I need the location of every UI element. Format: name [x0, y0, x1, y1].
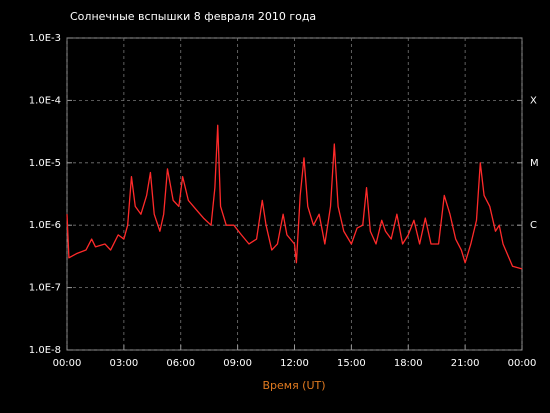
y2-tick-label: X — [530, 95, 537, 106]
x-tick-label: 09:00 — [223, 358, 252, 369]
x-tick-label: 21:00 — [451, 358, 480, 369]
flux-line — [66, 124, 523, 270]
x-tick-label: 18:00 — [394, 358, 423, 369]
x-axis-label: Время (UT) — [262, 379, 325, 392]
x-tick-label: 00:00 — [508, 358, 537, 369]
chart-title: Солнечные вспышки 8 февраля 2010 года — [70, 10, 316, 23]
y-tick-label: 1.0E-8 — [29, 345, 61, 356]
y2-tick-label: C — [530, 220, 537, 231]
x-tick-label: 15:00 — [337, 358, 366, 369]
y-tick-label: 1.0E-4 — [29, 95, 61, 106]
y-tick-label: 1.0E-6 — [29, 220, 61, 231]
x-tick-label: 00:00 — [53, 358, 82, 369]
y-tick-label: 1.0E-7 — [29, 283, 61, 294]
x-tick-label: 12:00 — [280, 358, 309, 369]
x-tick-label: 06:00 — [166, 358, 195, 369]
y2-tick-label: M — [530, 158, 539, 169]
y-tick-label: 1.0E-5 — [29, 158, 61, 169]
x-tick-label: 03:00 — [109, 358, 138, 369]
y-tick-label: 1.0E-3 — [29, 33, 61, 44]
